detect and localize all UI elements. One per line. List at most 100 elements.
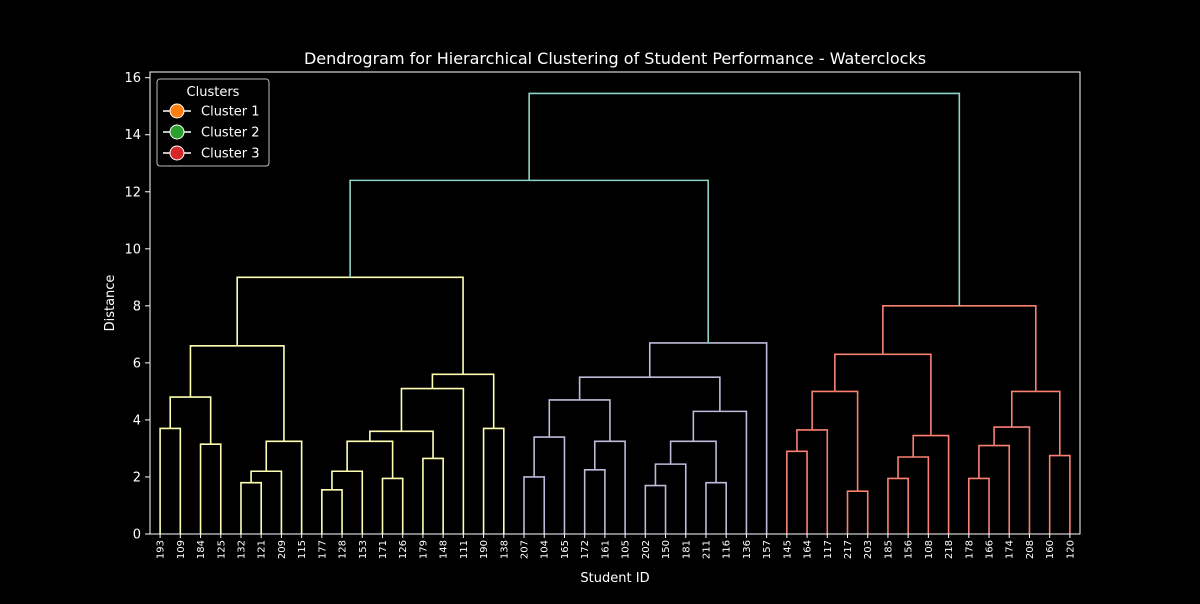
chart-title: Dendrogram for Hierarchical Clustering o… [304, 49, 926, 68]
legend-marker [169, 145, 185, 161]
x-tick-label: 128 [338, 540, 349, 559]
legend-label: Cluster 1 [201, 105, 260, 120]
dendrogram-link-27 [578, 376, 721, 412]
x-tick-label: 203 [863, 540, 874, 559]
dendrogram-link-5 [265, 440, 303, 534]
x-tick-label: 171 [378, 540, 389, 559]
x-tick-label: 190 [479, 540, 490, 559]
x-tick-label: 184 [196, 540, 207, 559]
dendrogram-link-11 [422, 457, 444, 534]
x-tick-label: 156 [904, 540, 915, 559]
dendrogram-link-22 [644, 484, 667, 534]
x-tick-label: 178 [964, 540, 975, 559]
dendrogram-link-12 [369, 430, 434, 459]
y-tick-label: 8 [133, 299, 141, 314]
dendrogram-link-25 [669, 440, 717, 483]
dendrogram-link-33 [811, 390, 859, 492]
x-tick-label: 115 [297, 540, 308, 559]
dendrogram-link-26 [692, 410, 748, 534]
x-tick-label: 161 [600, 540, 611, 559]
x-tick-label: 208 [1025, 540, 1036, 559]
legend-label: Cluster 2 [201, 126, 260, 141]
x-tick-label: 120 [1065, 540, 1076, 559]
dendrogram-link-21 [548, 399, 611, 442]
dendrogram-link-39 [978, 444, 1011, 534]
x-tick-label: 138 [499, 540, 510, 559]
x-tick-label: 211 [701, 540, 712, 559]
dendrogram-link-42 [1010, 390, 1061, 456]
dendrogram-links [159, 92, 1071, 534]
dendrogram-link-30 [786, 450, 808, 534]
dendrogram-link-29 [349, 179, 709, 343]
legend-marker [169, 124, 185, 140]
legend-entries: Cluster 1 Cluster 2 Cluster 3 [163, 103, 260, 162]
x-tick-label: 166 [985, 540, 996, 559]
dendrogram-link-23 [654, 463, 687, 534]
x-tick-label: 207 [520, 540, 531, 559]
x-tick-label: 132 [236, 540, 247, 559]
dendrogram-link-40 [993, 426, 1031, 534]
x-tick-label: 108 [924, 540, 935, 559]
x-tick-label: 209 [277, 540, 288, 559]
x-tick-label: 193 [156, 540, 167, 559]
x-tick-label: 202 [641, 540, 652, 559]
y-tick-label: 10 [124, 242, 141, 257]
x-tick-label: 172 [580, 540, 591, 559]
x-tick-label: 153 [358, 540, 369, 559]
dendrogram-link-18 [533, 436, 566, 534]
y-tick-label: 16 [124, 71, 141, 86]
x-tick-label: 165 [560, 540, 571, 559]
legend-title: Clusters [187, 85, 240, 100]
dendrogram-link-16 [236, 276, 464, 375]
legend-label: Cluster 3 [201, 147, 260, 162]
dendrogram-link-43 [882, 305, 1037, 392]
x-tick-label: 157 [762, 540, 773, 559]
x-tick-label: 116 [722, 540, 733, 559]
y-tick-label: 6 [133, 356, 141, 371]
dendrogram-link-35 [897, 456, 930, 534]
dendrogram-link-7 [321, 488, 343, 534]
y-axis-label: Distance [103, 275, 118, 332]
x-tick-label: 145 [782, 540, 793, 559]
x-tick-label: 148 [439, 540, 450, 559]
x-tick-label: 160 [1045, 540, 1056, 559]
dendrogram-link-19 [583, 469, 606, 534]
dendrogram-link-20 [593, 440, 626, 534]
x-tick-label: 164 [803, 540, 814, 559]
x-tick-label: 126 [398, 540, 409, 559]
dendrogram-link-10 [346, 440, 394, 479]
x-tick-label: 121 [257, 540, 268, 559]
legend-marker [169, 103, 185, 119]
dendrogram-link-9 [381, 477, 404, 534]
dendrogram-link-1 [199, 443, 222, 534]
dendrogram-link-13 [400, 387, 465, 534]
x-tick-label: 174 [1005, 540, 1016, 559]
dendrogram-link-38 [968, 477, 990, 534]
dendrogram-link-28 [648, 342, 768, 534]
x-tick-label: 181 [681, 540, 692, 559]
y-tick-label: 4 [133, 413, 141, 428]
x-tick-label: 109 [176, 540, 187, 559]
dendrogram-link-3 [240, 481, 262, 534]
x-axis: 193 109 184 125 132 121 209 115 177 128 153 171 126 1… [156, 534, 1076, 559]
x-tick-label: 218 [944, 540, 955, 559]
x-tick-label: 105 [621, 540, 632, 559]
legend: Clusters Cluster 1 Cluster 2 Cluster 3 [156, 78, 270, 167]
x-tick-label: 179 [418, 540, 429, 559]
dendrogram-link-14 [482, 427, 505, 534]
dendrogram-link-37 [834, 353, 932, 436]
y-tick-label: 14 [124, 128, 141, 143]
x-tick-label: 185 [883, 540, 894, 559]
dendrogram-link-17 [523, 476, 546, 534]
dendrogram-link-24 [705, 481, 727, 534]
plot-frame [149, 71, 1081, 535]
y-tick-label: 12 [124, 185, 141, 200]
y-tick-label: 0 [133, 528, 141, 543]
legend-box [156, 78, 270, 167]
dendrogram-link-6 [189, 344, 285, 442]
dendrogram-link-34 [887, 477, 909, 534]
y-tick-label: 2 [133, 470, 141, 485]
x-tick-label: 136 [742, 540, 753, 559]
